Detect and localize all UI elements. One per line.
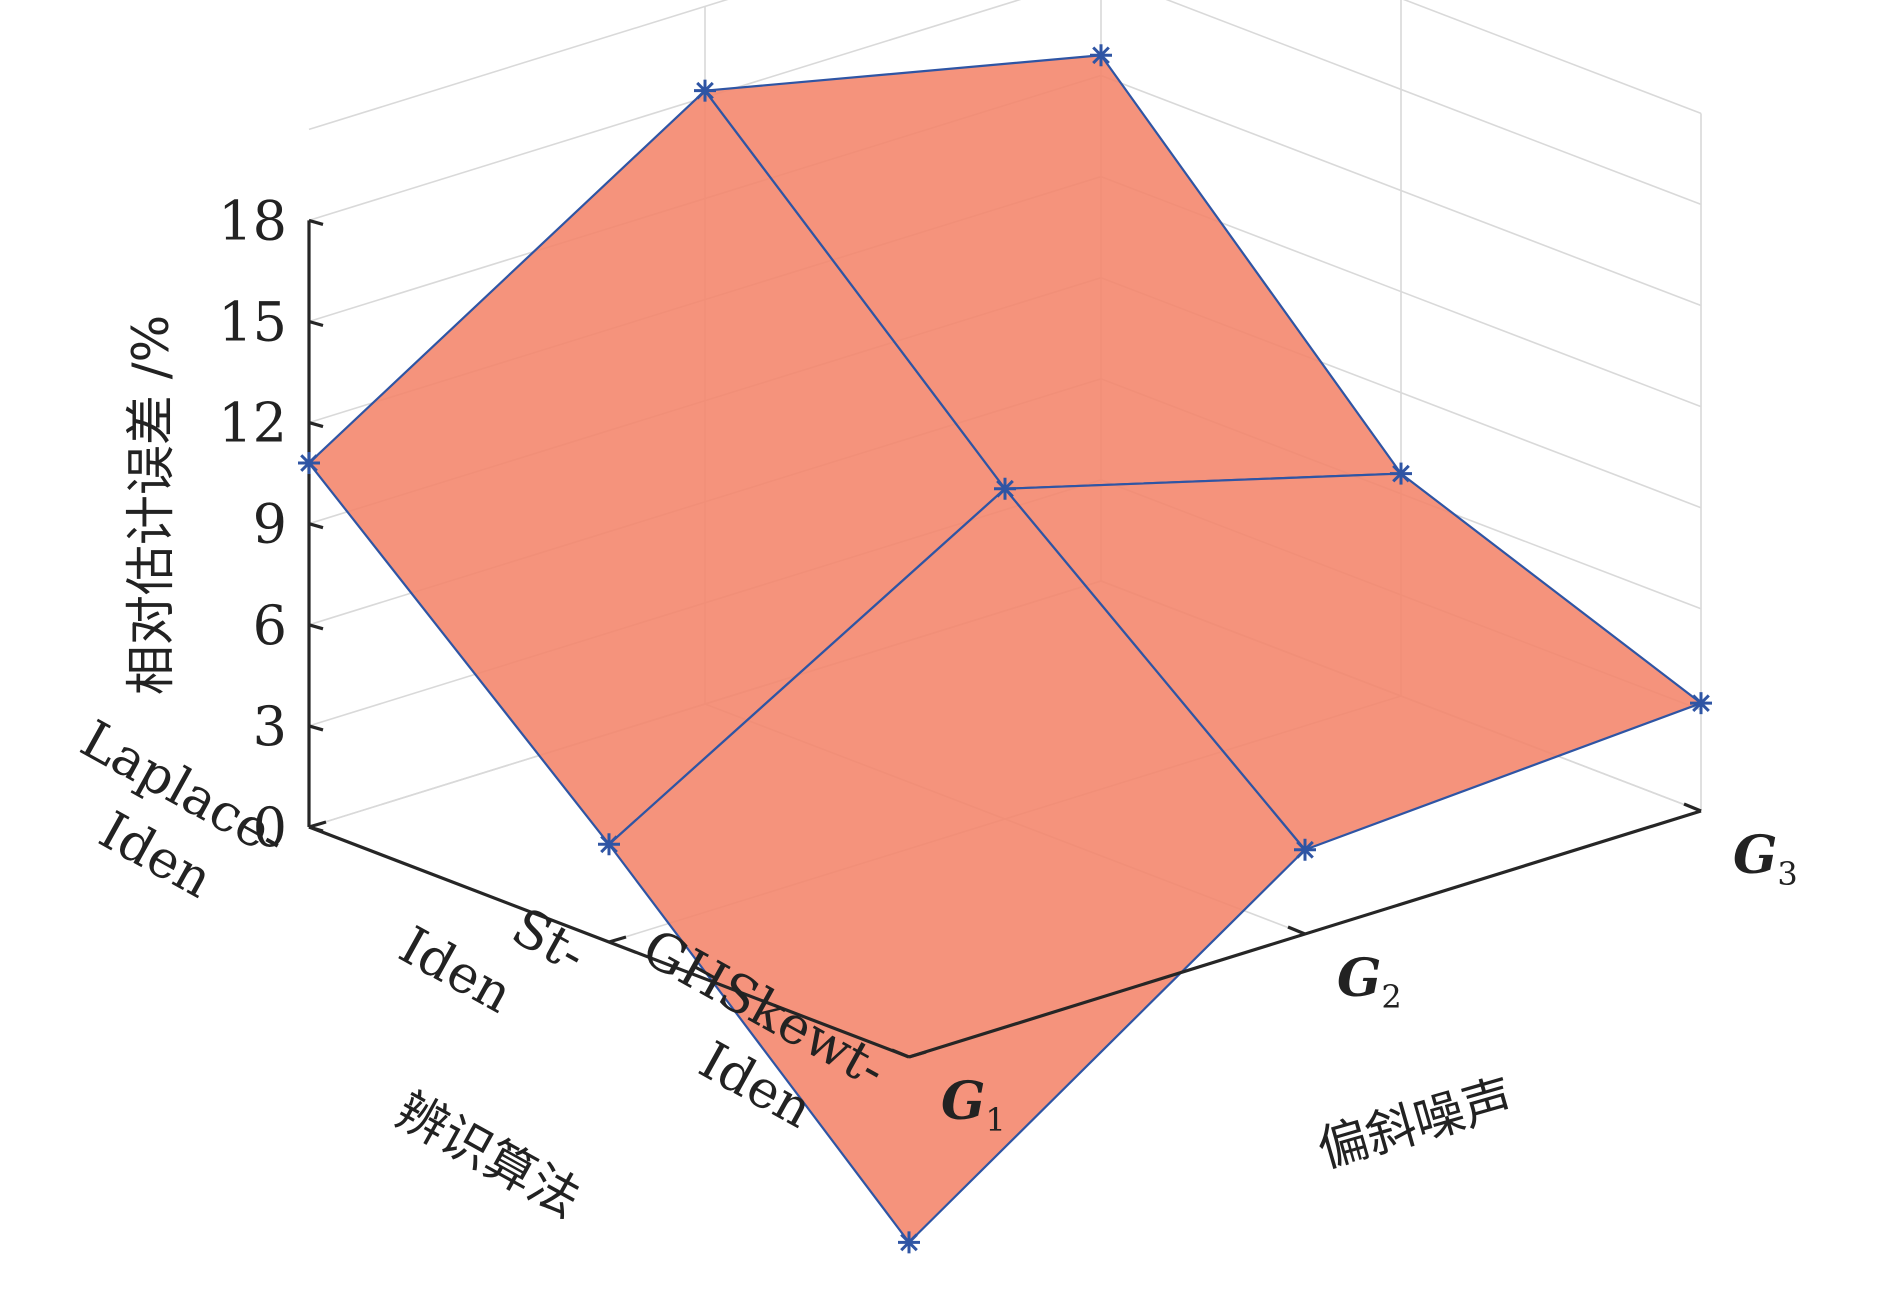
z-tick-label: 6 bbox=[253, 594, 287, 657]
data-point-marker bbox=[694, 79, 716, 102]
z-tick-label: 12 bbox=[218, 392, 287, 455]
x-tick bbox=[908, 1050, 927, 1059]
z-tick-label: 9 bbox=[253, 493, 287, 556]
z-tick bbox=[308, 421, 324, 429]
x-axis-label: 辨识算法 bbox=[387, 1081, 590, 1229]
z-tick bbox=[308, 522, 324, 530]
y-tick-label: G3 bbox=[1733, 825, 1798, 893]
axes-layer bbox=[307, 218, 1702, 1059]
z-tick-label: 18 bbox=[218, 189, 287, 252]
x-tick-label: Iden bbox=[389, 916, 521, 1026]
data-point-marker bbox=[1390, 462, 1412, 485]
y-tick-label: G2 bbox=[1337, 948, 1402, 1016]
data-point-marker bbox=[1090, 44, 1112, 67]
z-tick-label: 3 bbox=[253, 695, 287, 758]
z-axis-label: 相对估计误差 /% bbox=[122, 315, 180, 695]
z-tick-label: 15 bbox=[218, 291, 287, 354]
data-point-marker bbox=[1294, 838, 1316, 861]
z-gridline bbox=[308, 0, 1702, 222]
data-point-marker bbox=[994, 477, 1016, 500]
x-tick bbox=[608, 935, 627, 944]
z-tick-label: 0 bbox=[253, 796, 287, 859]
y-tick bbox=[891, 1048, 910, 1059]
surface-layer bbox=[307, 54, 1703, 1244]
data-point-marker bbox=[1690, 692, 1712, 715]
y-tick bbox=[1287, 925, 1306, 936]
data-point-marker bbox=[898, 1231, 920, 1254]
x-tick bbox=[308, 820, 327, 829]
y-axis-label: 偏斜噪声 bbox=[1311, 1068, 1519, 1179]
marker-layer bbox=[298, 44, 1712, 1254]
z-tick bbox=[308, 623, 324, 631]
data-point-marker bbox=[598, 833, 620, 856]
box-top-edge bbox=[308, 0, 1702, 131]
z-tick bbox=[308, 319, 324, 328]
z-tick bbox=[308, 218, 324, 226]
data-point-marker bbox=[298, 452, 320, 475]
z-tick bbox=[308, 724, 324, 732]
y-tick-label: G1 bbox=[941, 1071, 1006, 1139]
y-tick bbox=[1683, 802, 1702, 813]
